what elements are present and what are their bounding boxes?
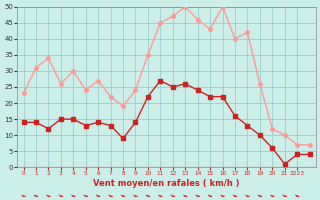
X-axis label: Vent moyen/en rafales ( km/h ): Vent moyen/en rafales ( km/h ) bbox=[93, 179, 240, 188]
